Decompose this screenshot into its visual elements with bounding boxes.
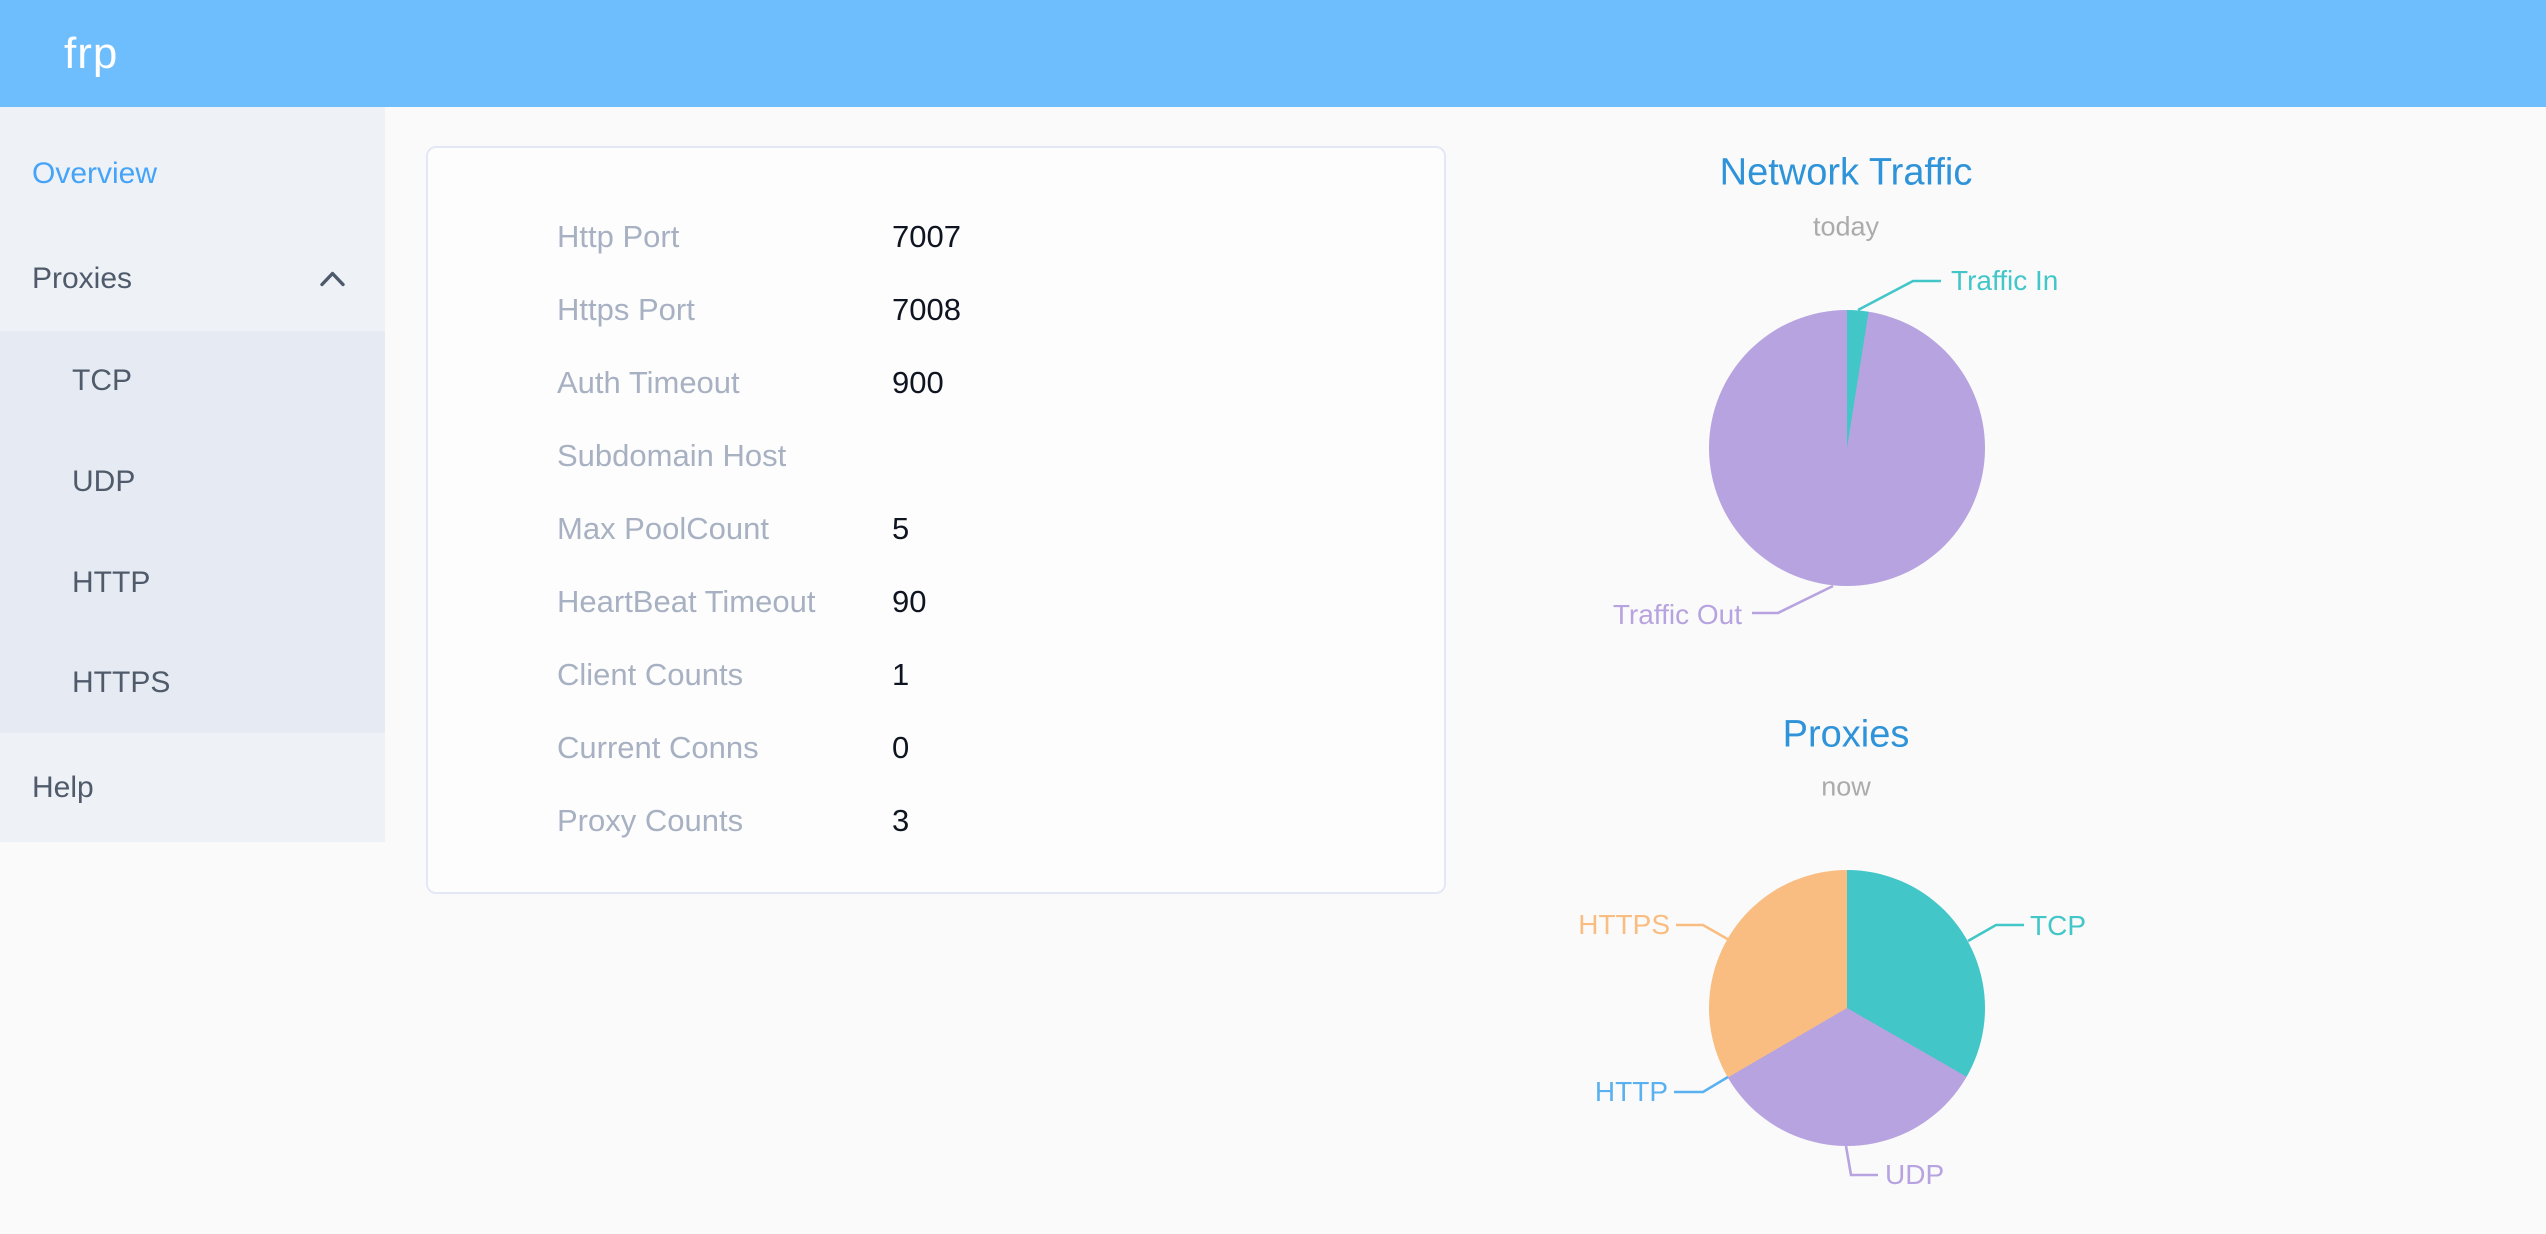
sidebar: Overview Proxies TCP UDP HTTP HTTPS Help	[0, 107, 385, 842]
info-row-https-port: Https Port 7008	[428, 273, 1444, 346]
proxies-pie-chart[interactable]	[1709, 870, 1985, 1146]
labelline-udp	[1844, 1145, 1878, 1177]
pie-label-tcp: TCP	[2030, 910, 2086, 941]
info-label: Https Port	[557, 291, 695, 327]
info-value: 5	[892, 510, 910, 546]
info-label: Subdomain Host	[557, 437, 787, 473]
chevron-up-icon	[320, 271, 345, 287]
info-row-http-port: Http Port 7007	[428, 200, 1444, 273]
sidebar-item-https-label: HTTPS	[72, 666, 171, 699]
sidebar-submenu-proxies: TCP UDP HTTP HTTPS	[0, 331, 385, 733]
sidebar-item-udp-label: UDP	[72, 465, 136, 498]
network-traffic-pie-chart[interactable]	[1709, 310, 1985, 586]
pie-label-udp: UDP	[1885, 1159, 1945, 1190]
pie-label-https: HTTPS	[1578, 909, 1670, 940]
info-label: Auth Timeout	[557, 364, 740, 400]
proxies-chart-title: Proxies	[1782, 713, 1910, 756]
labelline-traffic-out	[1752, 584, 1834, 615]
info-value: 900	[892, 364, 944, 400]
app-logo: frp	[64, 28, 119, 78]
info-value: 1	[892, 656, 910, 692]
info-row-client-counts: Client Counts 1	[428, 638, 1444, 711]
info-value: 90	[892, 583, 927, 619]
sidebar-item-help[interactable]: Help	[0, 738, 385, 838]
info-label: Http Port	[557, 218, 680, 254]
labelline-http	[1674, 1075, 1729, 1094]
server-info-card: Http Port 7007 Https Port 7008 Auth Time…	[426, 146, 1446, 894]
labelline-traffic-in	[1857, 279, 1941, 312]
labelline-tcp	[1967, 923, 2024, 943]
info-label: Client Counts	[557, 656, 744, 692]
network-traffic-chart-title: Network Traffic	[1719, 151, 1973, 194]
info-label: Max PoolCount	[557, 510, 769, 546]
sidebar-item-overview-label: Overview	[32, 157, 158, 190]
info-row-proxy-counts: Proxy Counts 3	[428, 784, 1444, 857]
info-label: Current Conns	[557, 729, 759, 765]
info-row-subdomain-host: Subdomain Host	[428, 419, 1444, 492]
pie-label-traffic-out: Traffic Out	[1612, 599, 1742, 630]
info-row-auth-timeout: Auth Timeout 900	[428, 346, 1444, 419]
sidebar-item-udp[interactable]: UDP	[0, 432, 385, 532]
pie-label-http: HTTP	[1594, 1076, 1668, 1107]
sidebar-item-help-label: Help	[32, 771, 94, 804]
labelline-https	[1676, 923, 1732, 943]
sidebar-item-tcp-label: TCP	[72, 364, 132, 397]
app-header: frp	[0, 0, 2546, 107]
info-value: 7008	[892, 291, 961, 327]
info-row-heartbeat-timeout: HeartBeat Timeout 90	[428, 565, 1444, 638]
info-row-max-poolcount: Max PoolCount 5	[428, 492, 1444, 565]
sidebar-item-https[interactable]: HTTPS	[0, 633, 385, 733]
sidebar-item-tcp[interactable]: TCP	[0, 331, 385, 431]
info-label: HeartBeat Timeout	[557, 583, 816, 619]
sidebar-item-proxies-label: Proxies	[32, 262, 133, 295]
info-value: 7007	[892, 218, 961, 254]
sidebar-item-overview[interactable]: Overview	[0, 124, 385, 224]
pie-label-traffic-in: Traffic In	[1951, 265, 2059, 296]
proxies-chart-subtitle: now	[1821, 771, 1871, 802]
info-value: 3	[892, 802, 910, 838]
info-row-current-conns: Current Conns 0	[428, 711, 1444, 784]
network-traffic-chart-subtitle: today	[1812, 211, 1880, 242]
info-value: 0	[892, 729, 910, 765]
info-label: Proxy Counts	[557, 802, 744, 838]
sidebar-item-proxies[interactable]: Proxies	[0, 229, 385, 329]
sidebar-item-http-label: HTTP	[72, 566, 151, 599]
sidebar-item-http[interactable]: HTTP	[0, 533, 385, 633]
